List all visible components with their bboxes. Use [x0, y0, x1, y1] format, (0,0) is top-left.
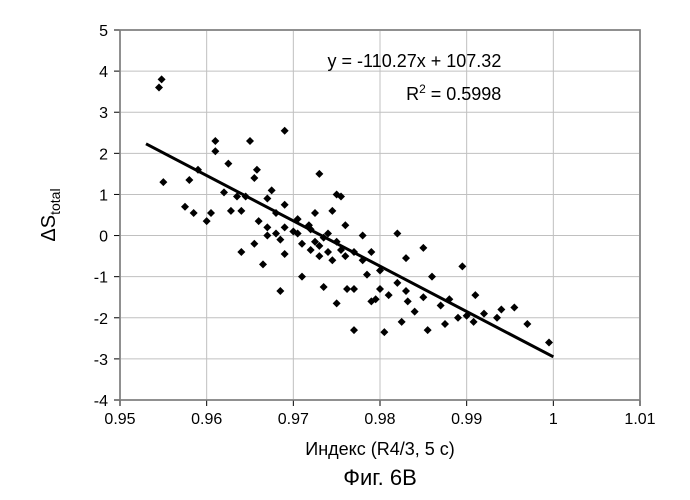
figure-label: Фиг. 6B	[343, 465, 417, 490]
y-tick-label: 0	[99, 229, 108, 246]
x-tick-label: 1	[549, 411, 558, 428]
x-tick-label: 0.97	[278, 411, 309, 428]
scatter-chart: 0.95 0.96 0.97 0.98 0.99 1 1.01 -4 -3 -2 -1 0 1 2 3 4 5 y…	[0, 0, 690, 500]
x-tick-label: 0.98	[364, 411, 395, 428]
y-tick-label: -3	[94, 352, 108, 369]
y-tick-label: 4	[99, 64, 108, 81]
y-tick-label: -4	[94, 393, 108, 410]
y-tick-label: -2	[94, 311, 108, 328]
x-tick-label: 0.96	[191, 411, 222, 428]
y-tick-label: 2	[99, 146, 108, 163]
x-axis-label: Индекс (R4/3, 5 c)	[305, 439, 455, 459]
x-tick-label: 1.01	[624, 411, 655, 428]
x-tick-label: 0.95	[104, 411, 135, 428]
y-tick-label: 5	[99, 23, 108, 40]
y-tick-label: -1	[94, 270, 108, 287]
y-tick-label: 1	[99, 187, 108, 204]
trend-equation: y = -110.27x + 107.32	[328, 51, 502, 71]
y-tick-label: 3	[99, 105, 108, 122]
x-tick-label: 0.99	[451, 411, 482, 428]
